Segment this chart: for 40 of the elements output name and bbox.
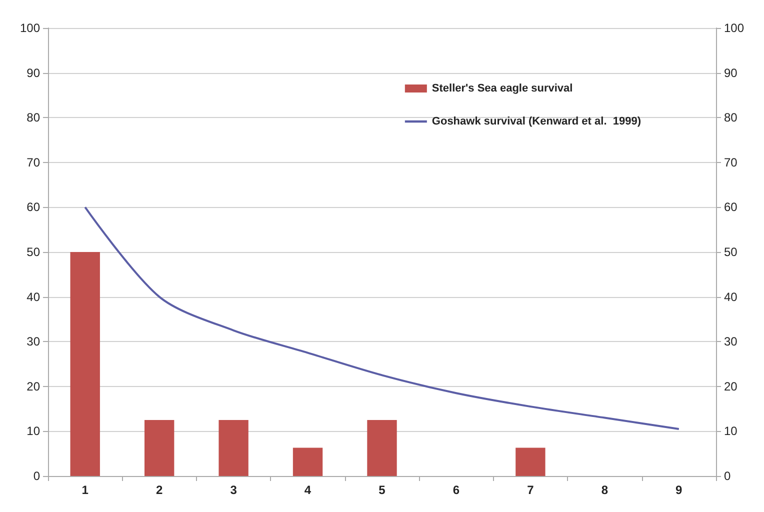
x-tick-label: 1 [82,483,89,497]
y2-tick-label: 30 [724,334,738,349]
bar [292,448,323,476]
y-tick-label: 10 [26,424,40,438]
bar [218,420,248,476]
y-tick-label: 40 [26,290,40,304]
x-tick-label: 8 [601,483,608,497]
y-tick-label: 70 [26,155,40,170]
y-tick-label: 100 [20,21,40,35]
y2-tick-label: 10 [724,424,738,438]
legend-label: Goshawk survival (Kenward et al. 1999) [432,116,642,128]
y2-tick-label: 70 [724,155,738,170]
y2-tick-label: 40 [724,290,738,304]
y2-tick-label: 80 [724,110,738,125]
y2-tick-label: 60 [724,200,738,214]
y2-tick-label: 20 [724,379,738,394]
y2-tick-label: 0 [724,469,731,483]
bar [70,252,100,476]
y-tick-label: 0 [33,469,40,483]
y-tick-label: 30 [26,334,40,349]
x-tick-label: 9 [676,483,683,497]
y-tick-label: 60 [26,200,40,214]
legend-label: Steller's Sea eagle survival [432,82,573,94]
x-tick-label: 7 [527,483,534,497]
y2-tick-label: 100 [724,21,744,35]
bar [516,448,546,476]
y-tick-label: 50 [26,245,40,259]
x-tick-label: 6 [452,483,460,497]
y2-tick-label: 90 [724,66,738,80]
y2-tick-label: 50 [724,245,738,259]
x-tick-label: 2 [156,483,163,497]
bar [367,420,397,476]
y-tick-label: 90 [26,66,40,80]
x-tick-label: 4 [304,483,312,497]
line-series [84,206,680,430]
x-tick-label: 5 [378,483,386,497]
x-tick-label: 3 [230,483,238,497]
y-tick-label: 80 [26,110,40,125]
y-tick-label: 20 [26,379,40,394]
bar [144,420,174,476]
